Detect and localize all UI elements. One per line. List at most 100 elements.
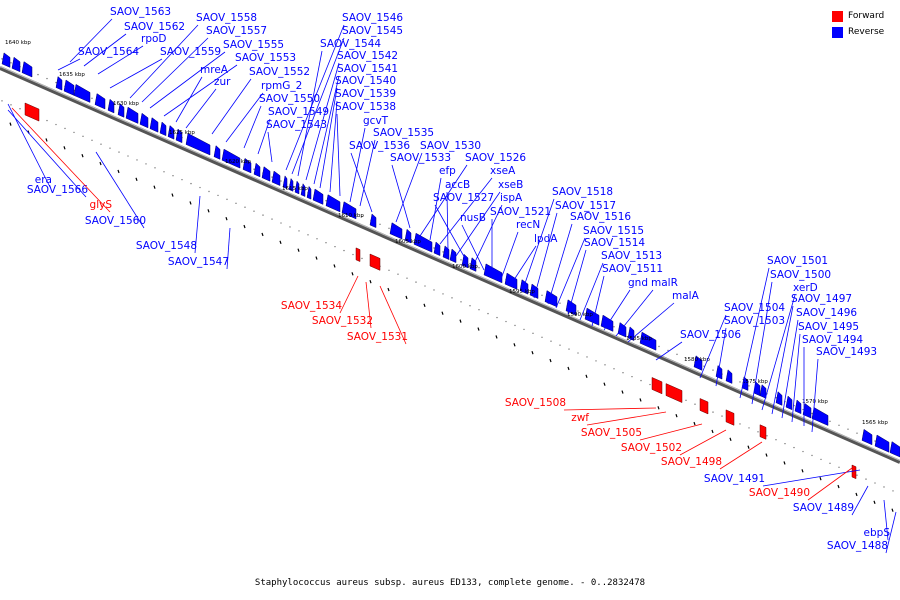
gene-label: SAOV_1545 [342, 25, 403, 37]
reverse-gene [794, 399, 802, 415]
reverse-dot [667, 349, 669, 352]
forward-dot [622, 372, 624, 374]
reverse-gene [185, 133, 211, 156]
reverse-gene [139, 112, 149, 129]
gene-label: SAOV_1532 [312, 315, 373, 327]
legend-reverse-label: Reverse [848, 27, 885, 37]
gene-label: xerD [793, 282, 818, 294]
forward-dot [478, 308, 480, 311]
gene-label: SAOV_1521 [490, 206, 551, 218]
reverse-gene [213, 145, 221, 160]
label-leader [129, 24, 199, 99]
forward-dot [343, 249, 345, 252]
label-leader [446, 191, 449, 251]
forward-dot [208, 190, 210, 193]
reverse-dot [559, 302, 561, 304]
reverse-gene [300, 183, 306, 197]
reverse-dot [1, 58, 3, 60]
label-leader [699, 314, 727, 379]
label-leader [267, 131, 273, 163]
lower-tick-mark [639, 398, 642, 402]
gene-label: SAOV_1538 [335, 101, 396, 113]
forward-dot [649, 383, 651, 386]
backbone-highlight [0, 66, 900, 461]
reverse-gene [1, 52, 11, 68]
label-leader [83, 33, 127, 67]
label-leader [547, 223, 573, 305]
gene-label: ispA [500, 192, 523, 204]
lower-tick-mark [747, 445, 750, 449]
gene-label: SAOV_1511 [602, 263, 663, 275]
forward-dot [10, 104, 12, 106]
kbp-tick-label: 1605 kbp [395, 239, 421, 245]
gene-label: SAOV_1515 [583, 225, 644, 237]
forward-gene [725, 409, 735, 426]
label-leader [291, 37, 345, 175]
gene-label: SAOV_1549 [268, 106, 329, 118]
reverse-dot [388, 227, 390, 229]
lower-tick-mark [765, 453, 768, 457]
forward-dot [694, 403, 696, 405]
forward-dot [523, 328, 525, 331]
forward-dot [253, 210, 255, 212]
gene-label: SAOV_1494 [802, 334, 863, 346]
forward-dot [316, 238, 318, 240]
forward-dot [811, 454, 813, 457]
reverse-dot [55, 81, 57, 84]
lower-tick-mark [153, 185, 156, 189]
lower-tick-mark [9, 122, 12, 126]
label-leader [807, 467, 853, 501]
label-leader [285, 24, 345, 171]
forward-dot [586, 356, 588, 358]
reverse-gene [341, 201, 357, 220]
label-leader [883, 499, 889, 541]
forward-dot [226, 198, 228, 201]
forward-dot [721, 415, 723, 417]
gene-label: SAOV_1518 [552, 186, 613, 198]
kbp-tick-label: 1585 kbp [626, 336, 652, 342]
reverse-gene [389, 222, 403, 240]
forward-dot [334, 245, 336, 248]
lower-tick-mark [441, 311, 444, 315]
reverse-gene [775, 391, 783, 406]
gene-label: SAOV_1550 [259, 93, 320, 105]
reverse-gene [639, 331, 657, 351]
forward-dot [388, 269, 390, 271]
label-leader [655, 341, 683, 361]
lower-tick-mark [315, 256, 318, 260]
forward-dot [1, 100, 3, 102]
label-leader [533, 212, 558, 299]
forward-dot [73, 131, 75, 134]
forward-gene [369, 253, 381, 271]
lower-tick-mark [585, 374, 588, 378]
forward-dot [874, 482, 876, 484]
gene-label: SAOV_1516 [570, 211, 631, 223]
gene-label: SAOV_1546 [342, 12, 403, 24]
forward-gene [665, 383, 683, 403]
forward-dot [829, 462, 831, 465]
forward-dot [865, 478, 867, 480]
genome-caption: Staphylococcus aureus subsp. aureus ED13… [254, 578, 646, 588]
forward-dot [262, 214, 264, 216]
forward-dot [541, 336, 543, 338]
label-leader [163, 64, 238, 117]
lower-tick-mark [261, 232, 264, 237]
gene-label: SAOV_1514 [584, 237, 645, 249]
gene-label: efp [439, 165, 456, 177]
label-leader [329, 100, 338, 193]
gene-label: SAOV_1547 [168, 256, 229, 268]
reverse-gene [413, 232, 433, 253]
forward-dot [820, 458, 822, 461]
reverse-dot [712, 369, 714, 371]
forward-dot [109, 147, 111, 149]
label-leader [851, 485, 869, 516]
forward-dot [118, 151, 120, 153]
label-leader [439, 177, 493, 245]
forward-gene [355, 247, 361, 262]
reverse-gene [584, 307, 600, 326]
forward-dot [64, 127, 66, 130]
label-leader [349, 127, 366, 203]
forward-dot [127, 155, 129, 157]
kbp-tick-label: 1580 kbp [684, 357, 710, 363]
forward-dot [163, 171, 165, 173]
